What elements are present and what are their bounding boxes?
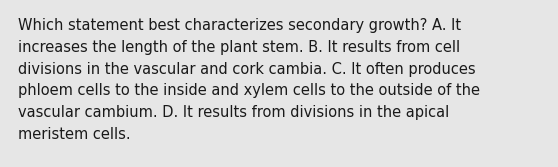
Text: increases the length of the plant stem. B. It results from cell: increases the length of the plant stem. …	[18, 40, 460, 55]
Text: vascular cambium. D. It results from divisions in the apical: vascular cambium. D. It results from div…	[18, 105, 449, 120]
Text: Which statement best characterizes secondary growth? A. It: Which statement best characterizes secon…	[18, 18, 461, 33]
Text: meristem cells.: meristem cells.	[18, 127, 131, 142]
Text: phloem cells to the inside and xylem cells to the outside of the: phloem cells to the inside and xylem cel…	[18, 83, 480, 98]
Text: divisions in the vascular and cork cambia. C. It often produces: divisions in the vascular and cork cambi…	[18, 62, 475, 77]
